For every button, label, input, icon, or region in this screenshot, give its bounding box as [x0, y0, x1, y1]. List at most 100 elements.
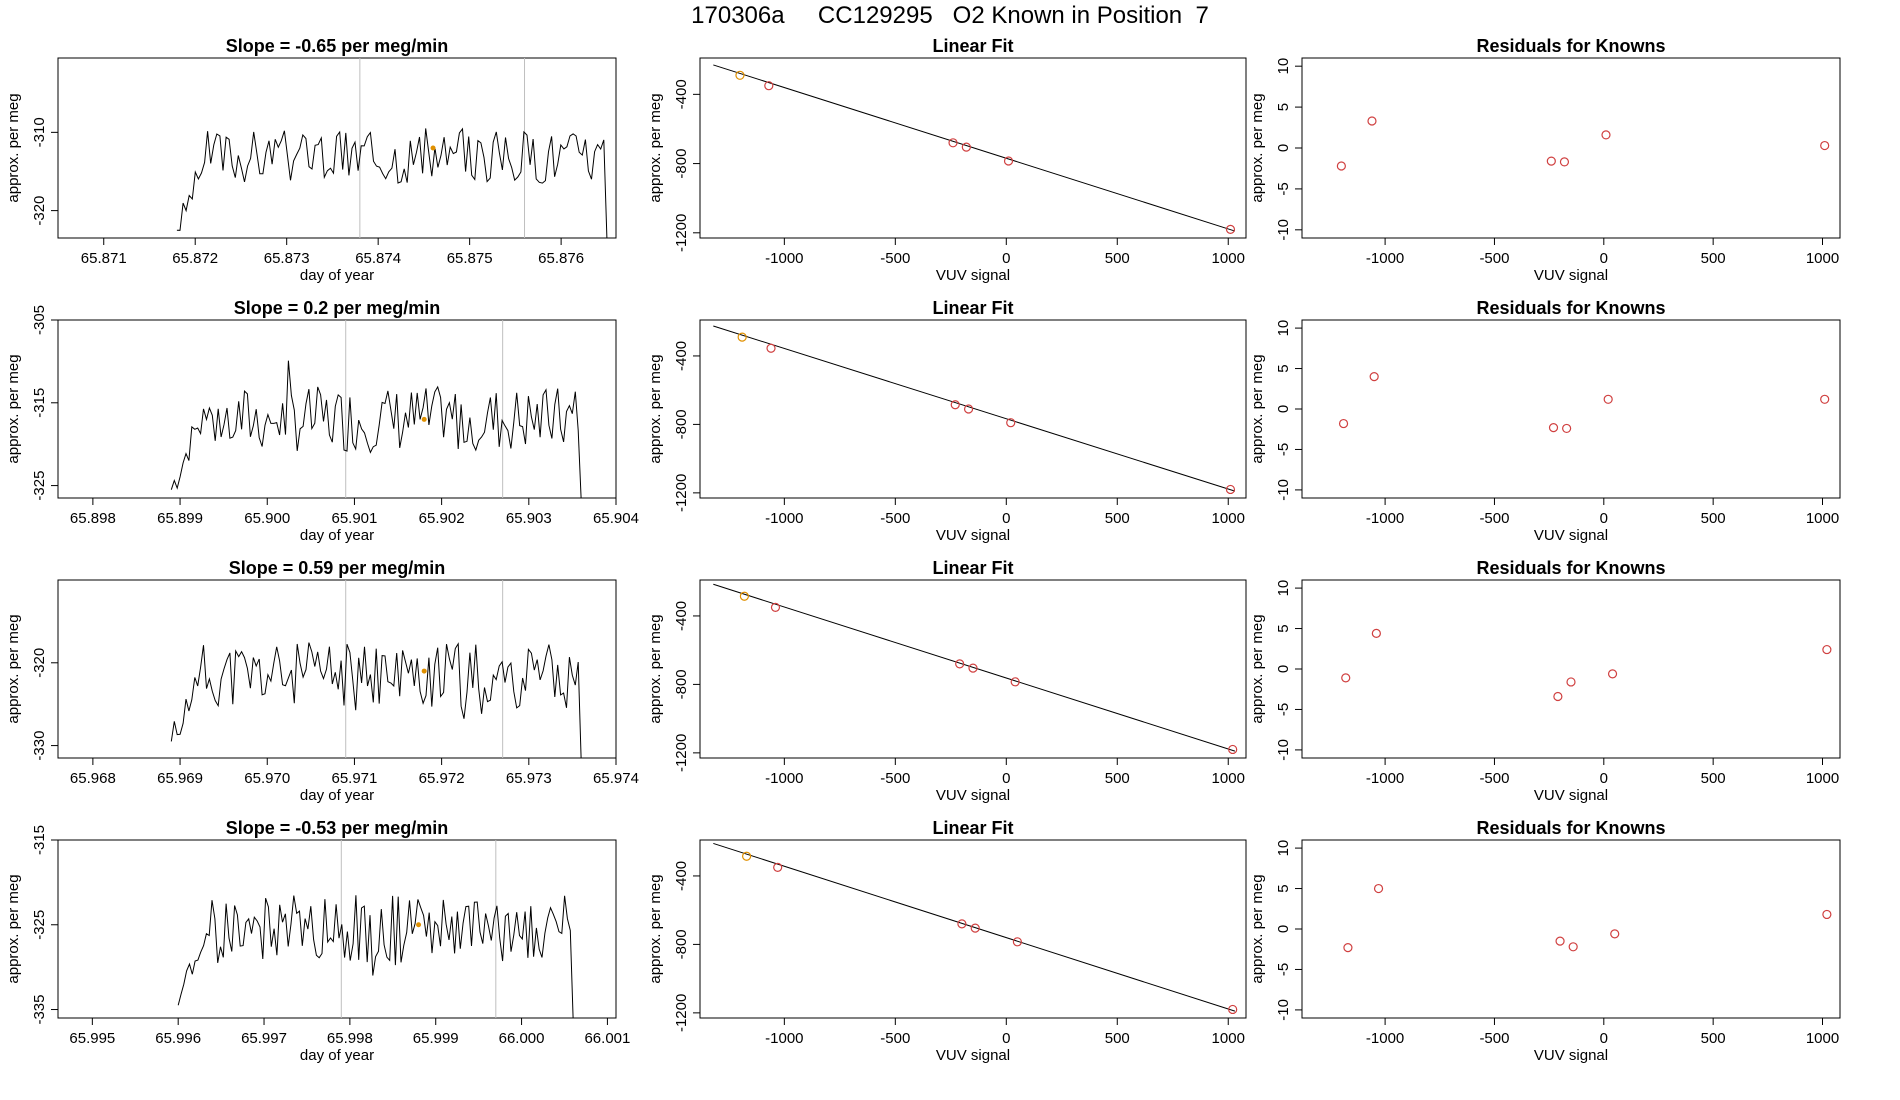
- plot-frame: [57, 57, 617, 239]
- data-point: [1371, 628, 1381, 639]
- y-tick-label: 10: [1275, 58, 1292, 75]
- panel-title: Residuals for Knowns: [1476, 36, 1665, 56]
- x-tick-label: 500: [1105, 770, 1130, 787]
- panel-r2-c1: Slope = 0.2 per meg/min 65.898 65.899 65.90…: [5, 298, 639, 544]
- x-tick-label: 65.900: [244, 510, 290, 527]
- x-tick-label: -500: [880, 1030, 910, 1047]
- panel-r1-c2: Linear Fit -1000 -500 0 500 1000 VUV signal -40…: [647, 36, 1247, 284]
- x-tick-label: 65.903: [506, 510, 552, 527]
- y-axis-label: approx. per meg: [1249, 93, 1266, 202]
- x-tick-label: -1000: [1366, 250, 1404, 267]
- marker-point: [421, 668, 427, 674]
- marker-point: [421, 416, 427, 422]
- x-tick-label: 65.876: [538, 250, 584, 267]
- panel-title: Slope = -0.65 per meg/min: [226, 36, 449, 56]
- x-tick-label: 65.974: [593, 770, 639, 787]
- x-tick-label: 65.999: [413, 1030, 459, 1047]
- data-point: [950, 400, 960, 410]
- panel-title: Linear Fit: [932, 818, 1013, 838]
- y-tick-label: -400: [673, 861, 690, 891]
- y-tick-label: -1200: [673, 734, 690, 772]
- x-tick-label: 500: [1105, 250, 1130, 267]
- x-tick-label: 65.972: [419, 770, 465, 787]
- y-tick-label: -325: [31, 910, 48, 940]
- x-tick-label: 500: [1701, 510, 1726, 527]
- data-point: [1607, 669, 1618, 679]
- y-tick-label: -315: [31, 825, 48, 855]
- plot-area: [170, 580, 582, 758]
- y-tick-label: 0: [1275, 144, 1292, 152]
- x-tick-label: 500: [1701, 770, 1726, 787]
- panel-title: Slope = -0.53 per meg/min: [226, 818, 449, 838]
- x-axis-label: VUV signal: [1534, 1047, 1608, 1064]
- x-tick-label: 65.898: [70, 510, 116, 527]
- data-point: [1010, 677, 1020, 687]
- x-axis-label: VUV signal: [936, 527, 1010, 544]
- data-point: [1820, 140, 1830, 151]
- x-tick-label: 1000: [1212, 510, 1245, 527]
- y-tick-label: 5: [1275, 624, 1292, 632]
- plot-frame: [699, 579, 1247, 759]
- y-tick-label: -315: [31, 388, 48, 418]
- data-point: [963, 404, 974, 414]
- panel-r3-c3: Residuals for Knowns -1000 -500 0 500 1000 VUV…: [1249, 558, 1841, 804]
- series-line: [170, 642, 582, 758]
- x-tick-label: -1000: [1366, 510, 1404, 527]
- y-axis-label: approx. per meg: [1249, 354, 1266, 463]
- data-point: [957, 919, 967, 929]
- x-axis-label: VUV signal: [1534, 267, 1608, 284]
- x-tick-label: 65.973: [506, 770, 552, 787]
- y-tick-label: 5: [1275, 884, 1292, 892]
- data-point: [737, 332, 747, 342]
- data-point: [1603, 394, 1613, 404]
- x-tick-label: 0: [1002, 1030, 1010, 1047]
- x-tick-label: 65.902: [419, 510, 465, 527]
- plot-area: [713, 325, 1236, 495]
- y-axis-label: approx. per meg: [1249, 874, 1266, 983]
- data-point: [1559, 157, 1570, 167]
- data-point: [735, 70, 745, 80]
- y-tick-label: -330: [31, 731, 48, 761]
- data-point: [764, 81, 774, 91]
- x-tick-label: 65.971: [331, 770, 377, 787]
- x-tick-label: 500: [1701, 1030, 1726, 1047]
- x-tick-label: 1000: [1806, 250, 1839, 267]
- x-tick-label: 1000: [1806, 770, 1839, 787]
- plot-area: [170, 320, 582, 498]
- y-tick-label: -5: [1275, 703, 1292, 716]
- data-point: [766, 343, 776, 353]
- x-tick-label: 500: [1105, 510, 1130, 527]
- x-tick-label: 1000: [1806, 1030, 1839, 1047]
- plot-frame: [699, 319, 1247, 499]
- panel-r4-c2: Linear Fit -1000 -500 0 500 1000 VUV signal -40…: [647, 818, 1247, 1064]
- page-title: 170306a CC129295 O2 Known in Position 7: [691, 2, 1209, 29]
- plot-frame: [1301, 57, 1841, 239]
- x-axis-label: day of year: [300, 527, 374, 544]
- panel-title: Residuals for Knowns: [1476, 818, 1665, 838]
- x-tick-label: 65.874: [355, 250, 401, 267]
- plot-area: [713, 64, 1236, 234]
- panel-title: Residuals for Knowns: [1476, 558, 1665, 578]
- plot-frame: [699, 57, 1247, 239]
- y-tick-label: -320: [31, 196, 48, 226]
- y-tick-label: -800: [673, 149, 690, 179]
- y-axis-label: approx. per meg: [647, 93, 664, 202]
- x-axis-label: day of year: [300, 787, 374, 804]
- y-tick-label: -400: [673, 341, 690, 371]
- plot-frame: [1301, 839, 1841, 1019]
- x-tick-label: 65.901: [331, 510, 377, 527]
- plot-frame: [57, 579, 617, 759]
- data-point: [1562, 423, 1572, 434]
- y-tick-label: -800: [673, 669, 690, 699]
- fit-line: [713, 583, 1236, 752]
- x-tick-label: 65.968: [70, 770, 116, 787]
- y-tick-label: -800: [673, 929, 690, 959]
- data-point: [1822, 644, 1832, 655]
- data-point: [1822, 909, 1832, 920]
- plot-frame: [1301, 319, 1841, 499]
- panel-r4-c1: Slope = -0.53 per meg/min 65.995 65.996 65.…: [5, 818, 630, 1064]
- plot-area: [1336, 116, 1830, 171]
- x-tick-label: 65.969: [157, 770, 203, 787]
- data-point: [1367, 116, 1377, 126]
- x-axis-label: VUV signal: [936, 1047, 1010, 1064]
